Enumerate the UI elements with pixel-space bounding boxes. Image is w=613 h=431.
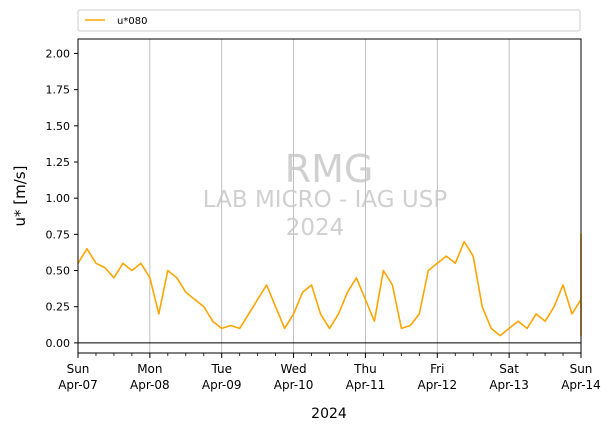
y-tick-label: 1.50 (46, 120, 71, 133)
x-tick-label-date: Apr-08 (130, 378, 170, 392)
x-tick-label-day: Thu (353, 362, 377, 376)
grid-layer (149, 39, 510, 353)
y-tick-label: 0.25 (46, 301, 71, 314)
y-tick-label: 1.00 (46, 192, 71, 205)
y-tick-label: 2.00 (46, 47, 71, 60)
y-tick-label: 0.75 (46, 228, 71, 241)
x-tick-label-date: Apr-12 (417, 378, 457, 392)
watermark-line1: RMG (285, 147, 374, 191)
legend-label: u*080 (117, 16, 147, 27)
watermark-line2: LAB MICRO - IAG USP (203, 187, 448, 213)
y-tick-label: 0.50 (46, 265, 71, 278)
x-tick-label-date: Apr-13 (489, 378, 529, 392)
x-tick-label-date: Apr-07 (58, 378, 98, 392)
x-axis: Sun Apr-07 Mon Apr-08 Tue Apr-09 Wed Apr-10 Thu A… (58, 353, 601, 392)
x-tick-label-date: Apr-10 (274, 378, 314, 392)
x-tick-label-date: Apr-14 (561, 378, 601, 392)
legend-box (77, 9, 581, 32)
x-tick-label-day: Fri (430, 362, 444, 376)
y-axis-label: u* [m/s] (11, 166, 29, 227)
x-tick-label-day: Wed (280, 362, 306, 376)
y-tick-label: 1.25 (46, 156, 71, 169)
watermark-line3: 2024 (286, 215, 345, 241)
x-tick-label-date: Apr-11 (346, 378, 386, 392)
watermark: RMG LAB MICRO - IAG USP 2024 (203, 147, 448, 241)
x-tick-label-day: Tue (210, 362, 232, 376)
x-tick-label-day: Sat (499, 362, 519, 376)
series-line-u080 (77, 233, 582, 337)
x-tick-label-day: Sun (570, 362, 593, 376)
x-axis-label: 2024 (311, 406, 347, 422)
x-tick-label-day: Sun (67, 362, 90, 376)
y-tick-label: 0.00 (46, 337, 71, 350)
y-tick-label: 1.75 (46, 84, 71, 97)
y-axis: 0.00 0.25 0.50 0.75 1.00 1.25 1.50 1.75 2.00 (46, 47, 78, 350)
x-tick-label-day: Mon (137, 362, 162, 376)
x-tick-label-date: Apr-09 (202, 378, 242, 392)
